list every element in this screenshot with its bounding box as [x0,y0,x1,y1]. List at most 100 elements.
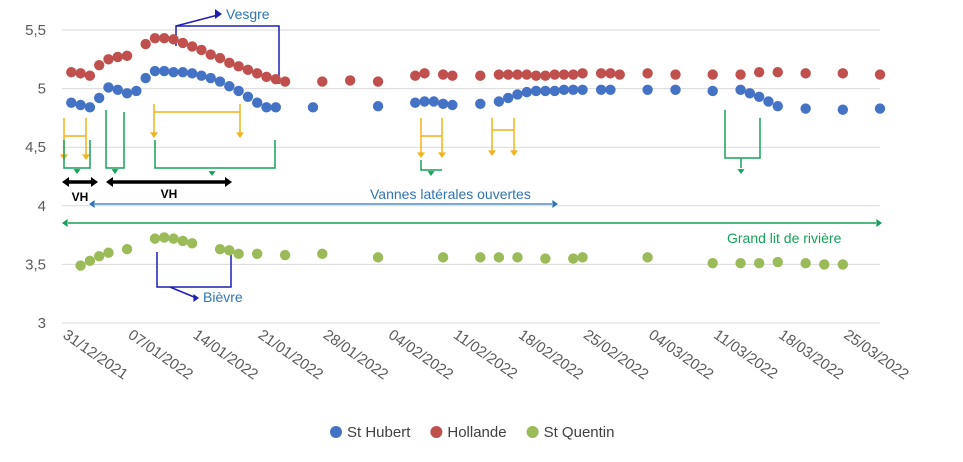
point-hollande [614,69,625,80]
point-hollande [168,34,179,45]
point-st-hubert [763,96,774,107]
point-st-hubert [75,99,86,111]
point-st-quentin [512,252,523,263]
y-tick-label: 3,5 [25,256,46,273]
legend-marker-st-hubert [330,426,342,438]
point-hollande [549,69,560,80]
point-st-quentin [372,252,384,263]
point-st-hubert [837,104,849,115]
label-bievre: Bièvre [203,289,243,305]
grid-layer [62,29,880,324]
green-bracket-4 [420,160,442,171]
point-st-hubert [66,97,77,108]
point-st-hubert [642,84,653,95]
point-st-hubert [93,92,105,104]
point-st-hubert [568,84,579,95]
point-st-quentin [642,252,653,263]
x-tick-label: 25/03/2022 [841,326,912,383]
point-st-hubert [512,89,523,100]
point-st-quentin [437,252,449,263]
y-tick-label: 4,5 [25,139,46,156]
point-hollande [493,69,505,80]
point-hollande [317,76,328,87]
point-st-quentin [159,232,170,243]
point-hollande [66,66,77,78]
point-hollande [605,68,616,79]
grand-lit-arrow-head [876,219,882,227]
point-hollande [874,69,886,80]
x-tick-label: 25/02/2022 [580,326,651,383]
point-hollande [540,70,551,81]
point-st-hubert [577,84,588,95]
point-st-quentin [224,245,235,256]
orange-arrow [417,152,425,158]
label-vh-1: VH [72,190,89,204]
point-st-hubert [419,96,430,107]
x-tick-label: 11/02/2022 [450,326,520,382]
point-hollande [242,64,254,76]
point-hollande [419,68,430,79]
x-tick-label: 04/03/2022 [645,326,716,383]
point-hollande [568,69,579,80]
points-layer [66,33,886,271]
point-st-hubert [447,99,458,111]
point-st-quentin [568,253,579,264]
point-st-hubert [530,85,542,97]
green-bracket-5 [724,110,761,159]
orange-arrow [488,150,496,156]
point-st-hubert [772,100,783,112]
green-arrow [208,171,216,176]
point-hollande [279,76,291,87]
point-st-hubert [521,86,532,98]
point-st-quentin [233,248,244,260]
y-tick-label: 5 [38,81,46,98]
point-st-hubert [103,82,114,93]
point-hollande [344,75,356,86]
point-st-quentin [540,253,551,264]
legend: St Hubert Hollande St Quentin [330,424,614,441]
label-vesgre: Vesgre [226,6,270,22]
point-st-hubert [196,70,207,81]
point-hollande [707,69,718,80]
point-hollande [800,68,811,79]
point-st-quentin [75,260,86,271]
point-st-hubert [233,85,244,97]
point-st-hubert [753,91,765,103]
point-hollande [670,69,681,80]
label-vh-2: VH [161,187,178,201]
point-st-hubert [112,84,123,95]
point-st-quentin [168,233,179,244]
point-hollande [642,68,653,79]
point-st-quentin [753,258,765,269]
vh-arrow-1-head [62,177,69,187]
point-st-hubert [168,66,179,78]
x-tick-label: 18/03/2022 [775,326,846,383]
vh-arrow-2-head [225,177,232,187]
point-st-quentin [214,243,226,255]
point-hollande [112,51,123,63]
point-st-hubert [540,85,551,97]
point-st-quentin [103,247,114,258]
point-st-hubert [372,100,384,112]
point-st-quentin [186,238,198,249]
x-tick-label: 28/01/2022 [320,326,391,383]
point-st-hubert [549,85,560,97]
point-hollande [372,76,384,87]
point-hollande [270,74,281,85]
point-hollande [196,44,207,56]
point-hollande [233,61,244,72]
point-hollande [159,33,170,44]
green-arrow [427,171,435,176]
point-st-hubert [140,72,151,84]
point-hollande [149,33,161,44]
point-st-hubert [475,98,486,110]
point-st-quentin [837,259,849,270]
point-st-hubert [205,72,216,84]
point-st-quentin [772,256,783,268]
point-st-quentin [93,250,105,262]
legend-label-hollande: Hollande [447,424,506,441]
green-arrow [111,169,119,174]
orange-arrow [438,152,446,158]
annotation-layer: Vesgre VH VH Vannes latérales ouvertes Grand… [60,6,882,305]
